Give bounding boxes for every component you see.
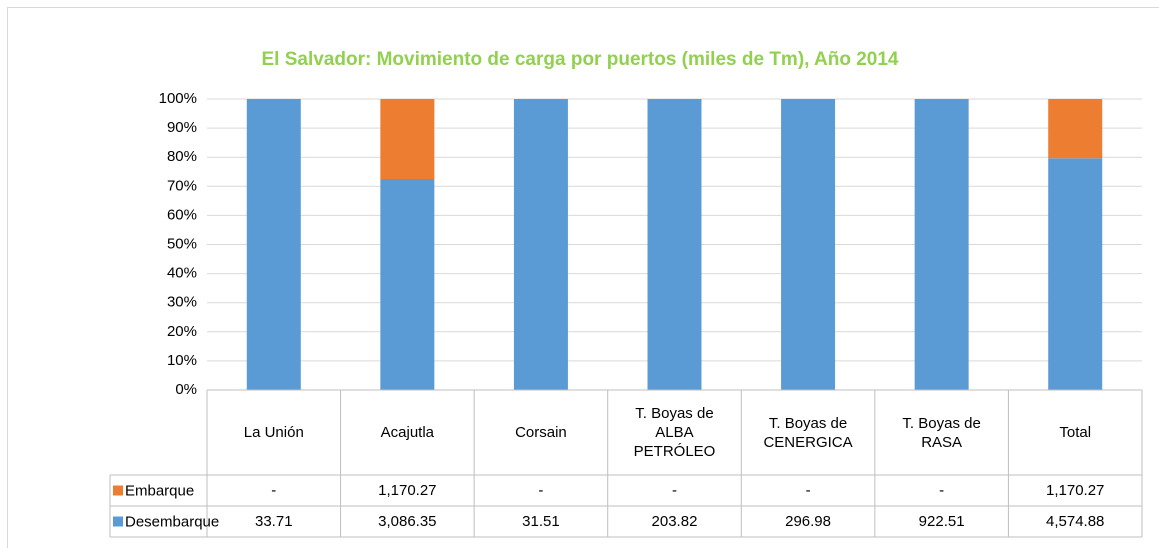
x-tick-label: Corsain [515,424,567,441]
y-tick-label: 100% [159,90,197,107]
y-tick-label: 90% [167,119,197,136]
y-tick-label: 0% [175,381,197,398]
data-label-box: 3,086.35 [378,513,437,530]
data-label: 1,170.27 [1046,482,1105,499]
data-label-box: - [271,482,277,499]
bar-segment [380,179,435,390]
data-label: 922.51 [918,513,965,530]
bar-segment [914,99,969,390]
x-tick-label-box: T. Boyas de ALBA PETRÓLEO [633,405,716,460]
x-tick-label-box: Corsain [515,424,567,441]
x-tick-label: Total [1059,424,1092,441]
legend-label: Desembarque [125,513,219,530]
y-tick-label: 10% [167,352,197,369]
data-label: - [939,482,945,499]
data-label-box: - [538,482,544,499]
data-label-box: 922.51 [918,513,965,530]
x-tick-label-box: T. Boyas de CENERGICA [763,414,853,451]
x-tick-label-box: La Unión [243,424,304,441]
y-tick-label: 80% [167,148,197,165]
legend-key [113,516,123,527]
y-tick-label: 30% [167,294,197,311]
data-label: 296.98 [785,513,831,530]
x-tick-label: La Unión [243,424,304,441]
data-label-box: 31.51 [522,513,560,530]
x-tick-label-box: Acajutla [380,424,435,441]
data-label: - [671,482,677,499]
legend-label: Embarque [125,482,194,499]
data-label: 33.71 [255,513,293,530]
data-label: 1,170.27 [378,482,437,499]
x-tick-label: Acajutla [380,424,435,441]
x-tick-label: T. Boyas de ALBA PETRÓLEO [633,405,716,460]
data-label: 203.82 [651,513,698,530]
x-tick-label-box: T. Boyas de RASA [902,414,981,451]
data-label-box: - [671,482,677,499]
bar-segment [781,99,836,390]
data-label: 4,574.88 [1046,513,1105,530]
bar-segment [246,99,301,390]
legend-key [113,485,123,496]
chart-title: El Salvador: Movimiento de carga por pue… [261,49,898,70]
data-label: - [538,482,544,499]
y-tick-label: 60% [167,206,197,223]
x-tick-label-box: Total [1059,424,1092,441]
data-label: - [805,482,811,499]
data-label-box: 4,574.88 [1046,513,1105,530]
y-tick-label: 20% [167,323,197,340]
data-label-box: 296.98 [785,513,831,530]
data-label-box: 1,170.27 [378,482,437,499]
bar-segment [1048,99,1103,159]
x-tick-label: T. Boyas de RASA [902,414,981,451]
data-label-box: - [805,482,811,499]
data-label-box: 1,170.27 [1046,482,1105,499]
bar-segment [513,99,568,390]
y-tick-label: 70% [167,177,197,194]
y-tick-label: 50% [167,235,197,252]
data-label-box: 33.71 [255,513,293,530]
data-label: - [271,482,277,499]
data-label-box: 203.82 [651,513,698,530]
data-label-box: - [939,482,945,499]
y-tick-label: 40% [167,265,197,282]
x-tick-label: T. Boyas de CENERGICA [763,414,853,451]
bar-segment [647,99,702,390]
bar-segment [380,99,435,180]
bar-segment [1048,158,1103,390]
data-label: 31.51 [522,513,560,530]
data-label: 3,086.35 [378,513,437,530]
